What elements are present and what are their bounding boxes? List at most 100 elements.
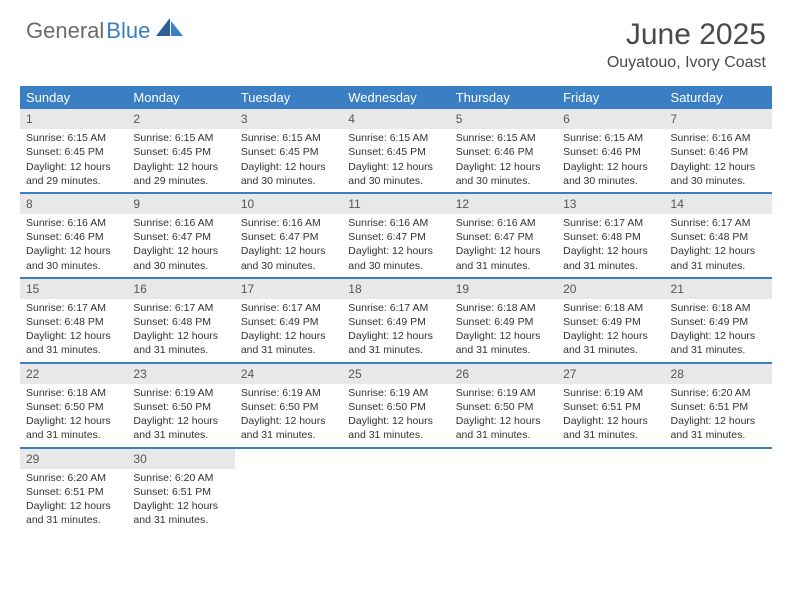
day-cell: 26Sunrise: 6:19 AMSunset: 6:50 PMDayligh… — [450, 364, 557, 447]
day-line-d1: Daylight: 12 hours — [133, 329, 228, 343]
day-line-ss: Sunset: 6:45 PM — [241, 145, 336, 159]
day-line-ss: Sunset: 6:45 PM — [26, 145, 121, 159]
day-text: Sunrise: 6:19 AMSunset: 6:50 PMDaylight:… — [127, 384, 234, 443]
day-line-d1: Daylight: 12 hours — [671, 160, 766, 174]
day-text: Sunrise: 6:20 AMSunset: 6:51 PMDaylight:… — [127, 469, 234, 528]
day-line-sr: Sunrise: 6:15 AM — [563, 131, 658, 145]
day-text: Sunrise: 6:19 AMSunset: 6:51 PMDaylight:… — [557, 384, 664, 443]
day-cell: 14Sunrise: 6:17 AMSunset: 6:48 PMDayligh… — [665, 194, 772, 277]
day-number: 8 — [20, 194, 127, 214]
week-row: 1Sunrise: 6:15 AMSunset: 6:45 PMDaylight… — [20, 109, 772, 194]
day-cell: 21Sunrise: 6:18 AMSunset: 6:49 PMDayligh… — [665, 279, 772, 362]
week-row: 29Sunrise: 6:20 AMSunset: 6:51 PMDayligh… — [20, 449, 772, 532]
day-line-d2: and 31 minutes. — [456, 343, 551, 357]
day-line-ss: Sunset: 6:47 PM — [456, 230, 551, 244]
day-cell: 9Sunrise: 6:16 AMSunset: 6:47 PMDaylight… — [127, 194, 234, 277]
day-line-d1: Daylight: 12 hours — [348, 244, 443, 258]
weekday-row: SundayMondayTuesdayWednesdayThursdayFrid… — [20, 86, 772, 109]
day-line-d1: Daylight: 12 hours — [456, 244, 551, 258]
day-line-sr: Sunrise: 6:19 AM — [241, 386, 336, 400]
day-text: Sunrise: 6:17 AMSunset: 6:49 PMDaylight:… — [235, 299, 342, 358]
day-line-d2: and 30 minutes. — [241, 174, 336, 188]
day-line-sr: Sunrise: 6:15 AM — [348, 131, 443, 145]
day-line-d2: and 31 minutes. — [26, 343, 121, 357]
day-line-d1: Daylight: 12 hours — [456, 160, 551, 174]
day-cell: 22Sunrise: 6:18 AMSunset: 6:50 PMDayligh… — [20, 364, 127, 447]
empty-cell — [342, 449, 449, 532]
week-row: 22Sunrise: 6:18 AMSunset: 6:50 PMDayligh… — [20, 364, 772, 449]
day-number: 18 — [342, 279, 449, 299]
day-line-ss: Sunset: 6:48 PM — [671, 230, 766, 244]
day-text: Sunrise: 6:15 AMSunset: 6:45 PMDaylight:… — [235, 129, 342, 188]
logo: GeneralBlue — [26, 18, 184, 44]
day-text: Sunrise: 6:16 AMSunset: 6:47 PMDaylight:… — [450, 214, 557, 273]
day-number: 6 — [557, 109, 664, 129]
day-line-ss: Sunset: 6:46 PM — [563, 145, 658, 159]
day-cell: 18Sunrise: 6:17 AMSunset: 6:49 PMDayligh… — [342, 279, 449, 362]
day-number: 19 — [450, 279, 557, 299]
day-line-d2: and 30 minutes. — [563, 174, 658, 188]
day-line-d1: Daylight: 12 hours — [241, 414, 336, 428]
day-text: Sunrise: 6:15 AMSunset: 6:46 PMDaylight:… — [557, 129, 664, 188]
day-line-ss: Sunset: 6:50 PM — [348, 400, 443, 414]
day-line-sr: Sunrise: 6:16 AM — [671, 131, 766, 145]
day-cell: 7Sunrise: 6:16 AMSunset: 6:46 PMDaylight… — [665, 109, 772, 192]
week-row: 8Sunrise: 6:16 AMSunset: 6:46 PMDaylight… — [20, 194, 772, 279]
day-cell: 17Sunrise: 6:17 AMSunset: 6:49 PMDayligh… — [235, 279, 342, 362]
day-line-d1: Daylight: 12 hours — [133, 499, 228, 513]
day-line-sr: Sunrise: 6:18 AM — [671, 301, 766, 315]
weekday-wednesday: Wednesday — [342, 86, 449, 109]
day-line-ss: Sunset: 6:50 PM — [456, 400, 551, 414]
day-line-d2: and 30 minutes. — [133, 259, 228, 273]
day-line-d2: and 31 minutes. — [133, 343, 228, 357]
day-line-ss: Sunset: 6:45 PM — [133, 145, 228, 159]
day-number: 25 — [342, 364, 449, 384]
day-line-d1: Daylight: 12 hours — [26, 329, 121, 343]
day-cell: 2Sunrise: 6:15 AMSunset: 6:45 PMDaylight… — [127, 109, 234, 192]
day-cell: 16Sunrise: 6:17 AMSunset: 6:48 PMDayligh… — [127, 279, 234, 362]
day-number: 14 — [665, 194, 772, 214]
week-row: 15Sunrise: 6:17 AMSunset: 6:48 PMDayligh… — [20, 279, 772, 364]
weekday-thursday: Thursday — [450, 86, 557, 109]
day-line-sr: Sunrise: 6:20 AM — [133, 471, 228, 485]
day-line-ss: Sunset: 6:49 PM — [563, 315, 658, 329]
day-text: Sunrise: 6:15 AMSunset: 6:45 PMDaylight:… — [342, 129, 449, 188]
day-text: Sunrise: 6:17 AMSunset: 6:48 PMDaylight:… — [127, 299, 234, 358]
day-line-d2: and 31 minutes. — [26, 513, 121, 527]
day-number: 20 — [557, 279, 664, 299]
day-text: Sunrise: 6:19 AMSunset: 6:50 PMDaylight:… — [342, 384, 449, 443]
day-line-sr: Sunrise: 6:17 AM — [241, 301, 336, 315]
day-line-d2: and 31 minutes. — [671, 343, 766, 357]
day-cell: 19Sunrise: 6:18 AMSunset: 6:49 PMDayligh… — [450, 279, 557, 362]
weekday-friday: Friday — [557, 86, 664, 109]
day-number: 30 — [127, 449, 234, 469]
day-line-d1: Daylight: 12 hours — [563, 329, 658, 343]
day-cell: 1Sunrise: 6:15 AMSunset: 6:45 PMDaylight… — [20, 109, 127, 192]
day-line-d1: Daylight: 12 hours — [241, 160, 336, 174]
day-line-sr: Sunrise: 6:16 AM — [348, 216, 443, 230]
day-line-sr: Sunrise: 6:15 AM — [26, 131, 121, 145]
day-line-sr: Sunrise: 6:17 AM — [26, 301, 121, 315]
day-line-sr: Sunrise: 6:15 AM — [456, 131, 551, 145]
day-line-ss: Sunset: 6:50 PM — [26, 400, 121, 414]
day-line-d2: and 29 minutes. — [133, 174, 228, 188]
day-cell: 11Sunrise: 6:16 AMSunset: 6:47 PMDayligh… — [342, 194, 449, 277]
day-line-sr: Sunrise: 6:19 AM — [456, 386, 551, 400]
day-text: Sunrise: 6:18 AMSunset: 6:49 PMDaylight:… — [665, 299, 772, 358]
day-number: 26 — [450, 364, 557, 384]
day-cell: 30Sunrise: 6:20 AMSunset: 6:51 PMDayligh… — [127, 449, 234, 532]
day-cell: 24Sunrise: 6:19 AMSunset: 6:50 PMDayligh… — [235, 364, 342, 447]
day-line-sr: Sunrise: 6:17 AM — [671, 216, 766, 230]
header: GeneralBlue June 2025 Ouyatouo, Ivory Co… — [0, 0, 792, 80]
day-line-d1: Daylight: 12 hours — [26, 160, 121, 174]
day-cell: 25Sunrise: 6:19 AMSunset: 6:50 PMDayligh… — [342, 364, 449, 447]
day-line-ss: Sunset: 6:51 PM — [671, 400, 766, 414]
day-text: Sunrise: 6:16 AMSunset: 6:47 PMDaylight:… — [127, 214, 234, 273]
day-line-ss: Sunset: 6:49 PM — [348, 315, 443, 329]
day-line-sr: Sunrise: 6:18 AM — [26, 386, 121, 400]
day-text: Sunrise: 6:17 AMSunset: 6:49 PMDaylight:… — [342, 299, 449, 358]
day-text: Sunrise: 6:16 AMSunset: 6:47 PMDaylight:… — [235, 214, 342, 273]
day-line-ss: Sunset: 6:46 PM — [671, 145, 766, 159]
day-line-ss: Sunset: 6:47 PM — [133, 230, 228, 244]
day-number: 21 — [665, 279, 772, 299]
